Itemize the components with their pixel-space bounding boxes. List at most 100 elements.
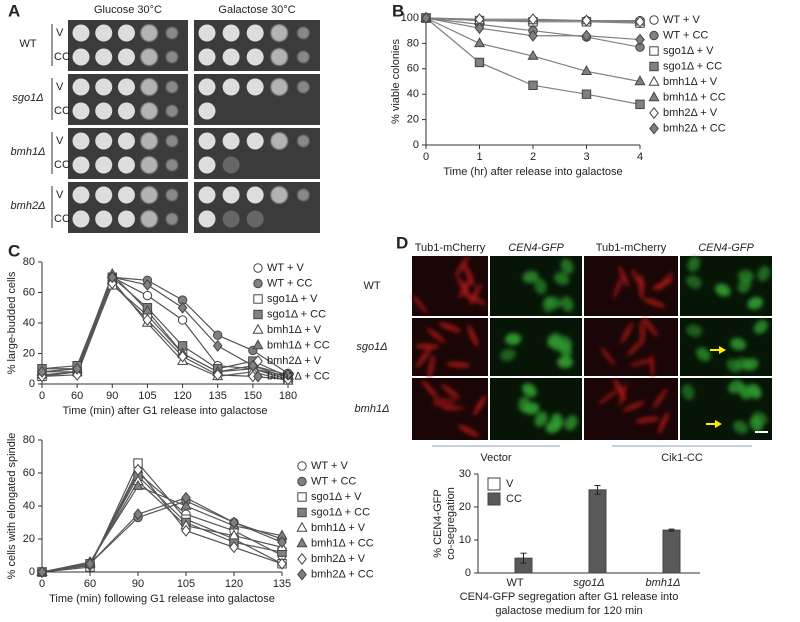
- row-label: V: [56, 189, 64, 201]
- colony-spot: [270, 78, 288, 96]
- colony-spot: [140, 132, 158, 150]
- colony-spot: [140, 210, 158, 228]
- legend-marker: [253, 370, 263, 383]
- colony-spot: [95, 78, 113, 96]
- legend-label: bmh2Δ + V: [663, 107, 718, 119]
- legend-label: WT + V: [311, 460, 348, 472]
- legend-label: bmh1Δ + CC: [663, 91, 726, 103]
- data-point: [180, 499, 192, 510]
- cell: [427, 354, 435, 379]
- colony-spot: [246, 132, 264, 150]
- cell: [415, 348, 431, 369]
- cell: [687, 256, 701, 272]
- cells: [518, 383, 578, 434]
- cell: [441, 405, 466, 411]
- cell: [458, 277, 473, 299]
- y-tick-label: 80: [23, 434, 35, 446]
- cell: [635, 416, 660, 423]
- legend-label: V: [506, 478, 514, 490]
- data-point: [528, 13, 538, 26]
- legend-label: bmh1Δ + V: [663, 76, 718, 88]
- data-point: [142, 290, 153, 301]
- group-label: Vector: [480, 452, 512, 464]
- data-point: [527, 49, 539, 60]
- y-tick-label: 10: [459, 534, 471, 546]
- cell: [500, 348, 516, 362]
- data-point: [133, 463, 143, 476]
- colony-spot: [246, 24, 264, 42]
- row-label: V: [56, 27, 64, 39]
- column-header: Tub1-mCherry: [596, 242, 667, 254]
- cell: [412, 294, 428, 315]
- colony-spot: [140, 102, 158, 120]
- x-tick-label: WT: [506, 577, 523, 589]
- data-point: [635, 15, 645, 28]
- x-tick-label: 90: [106, 390, 118, 402]
- colony-spot: [297, 81, 310, 93]
- data-point: [133, 508, 143, 521]
- cell: [553, 272, 570, 286]
- colony-spot: [297, 189, 310, 201]
- legend-marker: [296, 521, 308, 532]
- y-axis-label: % CEN4-GFP: [432, 489, 444, 557]
- row-label: WT: [363, 280, 380, 292]
- legend-label: bmh2Δ + CC: [267, 370, 330, 382]
- cell: [446, 362, 471, 368]
- legend-marker: [297, 553, 307, 565]
- colony-spot: [95, 156, 113, 174]
- legend-label: sgo1Δ + CC: [311, 506, 370, 518]
- series-line: [41, 279, 289, 382]
- cell: [631, 268, 645, 290]
- colony-spot: [117, 186, 135, 204]
- data-point: [132, 479, 144, 490]
- colony-spot: [198, 132, 216, 150]
- cell: [738, 384, 752, 400]
- row-label: bmh1Δ: [355, 403, 390, 415]
- colony-spot: [95, 48, 113, 66]
- cell: [505, 333, 522, 346]
- colony-spot: [117, 78, 135, 96]
- cell: [643, 317, 658, 337]
- data-point: [581, 89, 592, 99]
- data-point: [181, 491, 191, 504]
- column-header: Galactose 30°C: [218, 4, 295, 16]
- cell: [620, 322, 634, 344]
- cells: [412, 256, 487, 315]
- legend-marker: [252, 323, 264, 334]
- colony-spot: [140, 78, 158, 96]
- strain-label: WT: [19, 38, 36, 50]
- colony-spot: [117, 210, 135, 228]
- y-tick-label: 0: [465, 567, 471, 579]
- x-tick-label: 60: [84, 578, 96, 590]
- strain-label: bmh2Δ: [11, 200, 46, 212]
- data-point: [580, 65, 593, 76]
- colony-spot: [246, 186, 264, 204]
- x-tick-label: 2: [530, 151, 536, 163]
- colony-spot: [297, 51, 310, 63]
- cell: [657, 271, 673, 292]
- colony-spot: [246, 78, 264, 96]
- cell: [557, 356, 574, 369]
- colony-spot: [165, 51, 178, 63]
- arrow-head: [719, 346, 726, 354]
- colony-spot: [140, 48, 158, 66]
- bar: [662, 529, 681, 574]
- y-tick-label: 40: [23, 317, 35, 329]
- data-point: [177, 301, 188, 314]
- cell: [455, 256, 469, 277]
- y-tick-label: 0: [29, 378, 35, 390]
- data-point: [142, 313, 153, 326]
- legend-marker: [649, 15, 659, 25]
- data-point: [213, 330, 223, 340]
- legend-marker: [649, 61, 659, 72]
- cell: [622, 401, 645, 412]
- cell: [440, 383, 461, 400]
- legend-label: CC: [506, 493, 522, 505]
- x-tick-label: 60: [71, 390, 83, 402]
- data-point: [229, 541, 239, 554]
- colony-spot: [198, 156, 216, 174]
- legend-marker: [649, 30, 659, 41]
- colony-spot: [270, 48, 288, 66]
- cell: [730, 337, 747, 351]
